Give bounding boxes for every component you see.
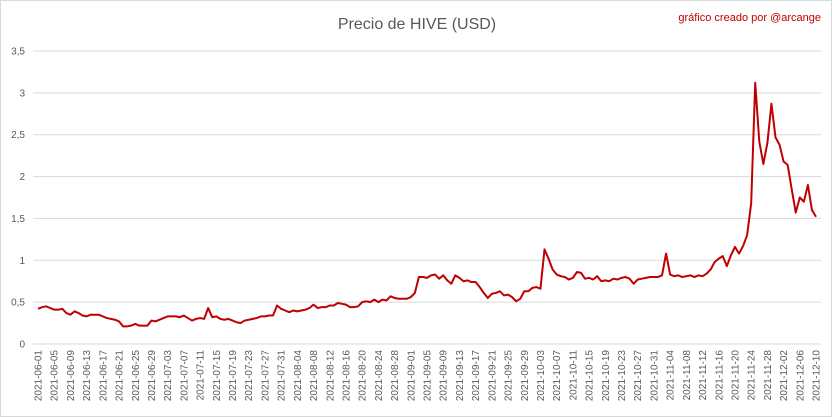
x-tick-label: 2021-06-05: [50, 350, 61, 402]
x-tick-label: 2021-06-29: [147, 350, 158, 402]
x-tick-label: 2021-09-25: [504, 350, 515, 402]
x-tick-label: 2021-10-15: [585, 350, 596, 402]
x-tick-label: 2021-08-24: [374, 350, 385, 402]
x-tick-label: 2021-09-29: [520, 350, 531, 402]
y-tick-label: 1: [19, 256, 25, 267]
x-tick-label: 2021-11-20: [730, 350, 741, 401]
x-tick-label: 2021-08-12: [325, 350, 336, 402]
annotation: gráfico creado por @arcange: [678, 12, 821, 24]
y-tick-label: 3,5: [11, 47, 25, 58]
x-tick-label: 2021-06-01: [34, 350, 45, 402]
x-tick-label: 2021-11-16: [714, 350, 725, 401]
x-tick-label: 2021-10-11: [568, 350, 579, 401]
x-tick-label: 2021-06-17: [98, 350, 109, 402]
x-tick-label: 2021-11-28: [763, 350, 774, 401]
x-tick-label: 2021-07-27: [260, 350, 271, 402]
y-tick-label: 2,5: [11, 130, 25, 141]
x-tick-label: 2021-07-19: [228, 350, 239, 402]
x-tick-label: 2021-06-13: [82, 350, 93, 402]
x-tick-label: 2021-08-16: [341, 350, 352, 402]
x-tick-label: 2021-10-31: [649, 350, 660, 402]
x-tick-label: 2021-12-10: [812, 350, 823, 402]
x-tick-label: 2021-11-08: [682, 350, 693, 401]
x-tick-label: 2021-06-09: [66, 350, 77, 402]
x-tick-label: 2021-07-31: [277, 350, 288, 402]
x-tick-label: 2021-07-07: [179, 350, 190, 402]
y-tick-label: 3: [19, 88, 25, 99]
x-tick-label: 2021-07-03: [163, 350, 174, 402]
x-tick-label: 2021-07-15: [212, 350, 223, 402]
x-tick-label: 2021-06-21: [115, 350, 126, 402]
x-tick-label: 2021-09-09: [439, 350, 450, 402]
x-tick-label: 2021-09-17: [471, 350, 482, 402]
x-tick-label: 2021-06-25: [131, 350, 142, 402]
x-tick-label: 2021-10-03: [536, 350, 547, 402]
x-tick-label: 2021-08-04: [293, 350, 304, 402]
x-tick-label: 2021-12-02: [779, 350, 790, 402]
x-tick-label: 2021-10-23: [617, 350, 628, 402]
x-tick-label: 2021-09-21: [487, 350, 498, 402]
x-tick-label: 2021-07-11: [196, 350, 207, 401]
y-tick-label: 0,5: [11, 298, 25, 309]
price-line: [37, 81, 817, 328]
x-tick-label: 2021-09-05: [423, 350, 434, 402]
x-tick-label: 2021-09-13: [455, 350, 466, 402]
x-tick-label: 2021-12-06: [795, 350, 806, 402]
y-tick-label: 2: [19, 172, 25, 183]
x-tick-label: 2021-10-07: [552, 350, 563, 402]
y-tick-label: 1,5: [11, 214, 25, 225]
chart-title: Precio de HIVE (USD): [338, 16, 496, 33]
x-tick-label: 2021-09-01: [406, 350, 417, 402]
x-tick-label: 2021-07-23: [244, 350, 255, 402]
x-tick-label: 2021-10-19: [601, 350, 612, 402]
x-tick-label: 2021-08-28: [390, 350, 401, 402]
x-tick-label: 2021-11-04: [666, 350, 677, 401]
x-tick-label: 2021-11-24: [747, 350, 758, 401]
x-tick-label: 2021-08-20: [358, 350, 369, 402]
x-tick-label: 2021-10-27: [633, 350, 644, 402]
x-tick-label: 2021-11-12: [698, 350, 709, 401]
x-tick-label: 2021-08-08: [309, 350, 320, 402]
y-tick-label: 0: [19, 340, 25, 351]
